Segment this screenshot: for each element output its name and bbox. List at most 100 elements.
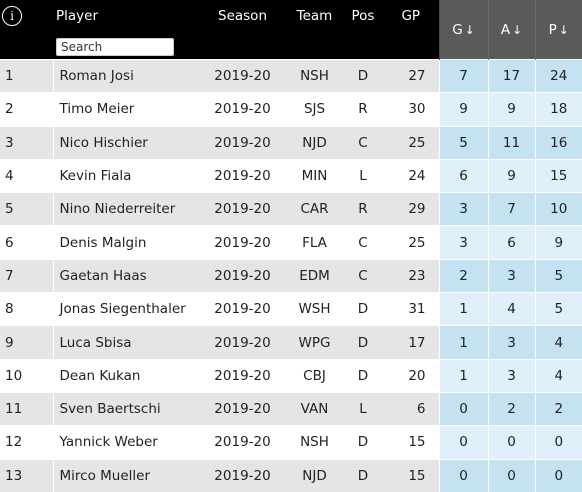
player-name-cell: Jonas Siegenthaler xyxy=(53,292,199,326)
rank-cell: 11 xyxy=(0,391,54,426)
position-cell: L xyxy=(343,391,383,426)
assists-label: A xyxy=(500,21,511,38)
player-name-cell: Sven Baertschi xyxy=(53,391,199,426)
table-row[interactable]: 13 Mirco Mueller 2019-20 NJD D 15 0 0 0 xyxy=(0,458,582,492)
points-cell: 5 xyxy=(534,292,582,326)
column-header-pos[interactable]: Pos xyxy=(343,0,383,32)
team-cell: CAR xyxy=(286,192,343,226)
rank-cell: 12 xyxy=(0,425,54,460)
games-played-cell: 31 xyxy=(383,292,439,326)
games-played-cell: 25 xyxy=(383,225,439,260)
table-row[interactable]: 1 Roman Josi 2019-20 NSH D 27 7 17 24 xyxy=(0,58,582,93)
assists-cell: 9 xyxy=(487,158,535,193)
team-cell: NJD xyxy=(286,458,343,492)
player-name-cell: Gaetan Haas xyxy=(53,258,199,293)
goals-cell: 5 xyxy=(438,125,488,160)
column-header-season[interactable]: Season xyxy=(199,0,286,32)
games-played-cell: 30 xyxy=(383,92,439,127)
season-cell: 2019-20 xyxy=(199,58,286,93)
assists-cell: 3 xyxy=(487,358,535,393)
assists-cell: 3 xyxy=(487,258,535,293)
rank-cell: 6 xyxy=(0,225,54,260)
team-cell: FLA xyxy=(286,225,343,260)
points-cell: 5 xyxy=(534,258,582,293)
season-cell: 2019-20 xyxy=(199,92,286,127)
table-row[interactable]: 3 Nico Hischier 2019-20 NJD C 25 5 11 16 xyxy=(0,125,582,160)
games-played-cell: 24 xyxy=(383,158,439,193)
rank-cell: 10 xyxy=(0,358,54,393)
table-row[interactable]: 4 Kevin Fiala 2019-20 MIN L 24 6 9 15 xyxy=(0,158,582,193)
header-spacer xyxy=(286,32,343,60)
team-cell: EDM xyxy=(286,258,343,293)
goals-cell: 7 xyxy=(438,58,488,93)
player-name-cell: Kevin Fiala xyxy=(53,158,199,193)
table-row[interactable]: 8 Jonas Siegenthaler 2019-20 WSH D 31 1 4 5 xyxy=(0,292,582,326)
info-header-cell[interactable]: i xyxy=(0,0,53,32)
player-name-cell: Denis Malgin xyxy=(53,225,199,260)
points-cell: 0 xyxy=(534,425,582,460)
table-row[interactable]: 5 Nino Niederreiter 2019-20 CAR R 29 3 7 10 xyxy=(0,192,582,226)
rank-cell: 2 xyxy=(0,92,54,127)
position-cell: D xyxy=(343,58,383,93)
team-cell: CBJ xyxy=(286,358,343,393)
player-name-cell: Nino Niederreiter xyxy=(53,192,199,226)
season-cell: 2019-20 xyxy=(199,325,286,360)
column-header-goals[interactable]: G ↓ xyxy=(438,0,488,60)
points-cell: 24 xyxy=(534,58,582,93)
table-row[interactable]: 12 Yannick Weber 2019-20 NSH D 15 0 0 0 xyxy=(0,425,582,460)
assists-cell: 6 xyxy=(487,225,535,260)
position-cell: D xyxy=(343,458,383,492)
header-spacer xyxy=(0,32,53,60)
goals-cell: 0 xyxy=(438,458,488,492)
table-row[interactable]: 6 Denis Malgin 2019-20 FLA C 25 3 6 9 xyxy=(0,225,582,260)
goals-cell: 9 xyxy=(438,92,488,127)
assists-cell: 0 xyxy=(487,458,535,492)
rank-cell: 7 xyxy=(0,258,54,293)
column-header-gp[interactable]: GP xyxy=(383,0,439,32)
player-name-cell: Timo Meier xyxy=(53,92,199,127)
position-cell: C xyxy=(343,225,383,260)
points-cell: 4 xyxy=(534,358,582,393)
games-played-cell: 15 xyxy=(383,458,439,492)
season-cell: 2019-20 xyxy=(199,292,286,326)
assists-cell: 11 xyxy=(487,125,535,160)
goals-cell: 2 xyxy=(438,258,488,293)
season-cell: 2019-20 xyxy=(199,192,286,226)
season-cell: 2019-20 xyxy=(199,425,286,460)
table-row[interactable]: 10 Dean Kukan 2019-20 CBJ D 20 1 3 4 xyxy=(0,358,582,393)
rank-cell: 8 xyxy=(0,292,54,326)
season-cell: 2019-20 xyxy=(199,225,286,260)
points-cell: 4 xyxy=(534,325,582,360)
season-cell: 2019-20 xyxy=(199,258,286,293)
goals-cell: 0 xyxy=(438,391,488,426)
rank-cell: 3 xyxy=(0,125,54,160)
points-cell: 9 xyxy=(534,225,582,260)
table-row[interactable]: 9 Luca Sbisa 2019-20 WPG D 17 1 3 4 xyxy=(0,325,582,360)
points-cell: 2 xyxy=(534,391,582,426)
column-header-team[interactable]: Team xyxy=(286,0,343,32)
table-row[interactable]: 11 Sven Baertschi 2019-20 VAN L 6 0 2 2 xyxy=(0,391,582,426)
team-cell: NSH xyxy=(286,425,343,460)
search-input[interactable] xyxy=(56,37,174,56)
season-cell: 2019-20 xyxy=(199,158,286,193)
goals-cell: 6 xyxy=(438,158,488,193)
position-cell: C xyxy=(343,258,383,293)
column-header-assists[interactable]: A ↓ xyxy=(487,0,535,60)
position-cell: C xyxy=(343,125,383,160)
assists-cell: 0 xyxy=(487,425,535,460)
position-cell: R xyxy=(343,192,383,226)
goals-cell: 1 xyxy=(438,292,488,326)
goals-cell: 3 xyxy=(438,225,488,260)
games-played-cell: 23 xyxy=(383,258,439,293)
rank-cell: 13 xyxy=(0,458,54,492)
goals-cell: 3 xyxy=(438,192,488,226)
column-header-points[interactable]: P ↓ xyxy=(534,0,582,60)
position-cell: D xyxy=(343,292,383,326)
table-row[interactable]: 7 Gaetan Haas 2019-20 EDM C 23 2 3 5 xyxy=(0,258,582,293)
games-played-cell: 15 xyxy=(383,425,439,460)
games-played-cell: 25 xyxy=(383,125,439,160)
info-icon[interactable]: i xyxy=(2,6,22,26)
column-header-player[interactable]: Player xyxy=(53,0,199,32)
table-row[interactable]: 2 Timo Meier 2019-20 SJS R 30 9 9 18 xyxy=(0,92,582,127)
